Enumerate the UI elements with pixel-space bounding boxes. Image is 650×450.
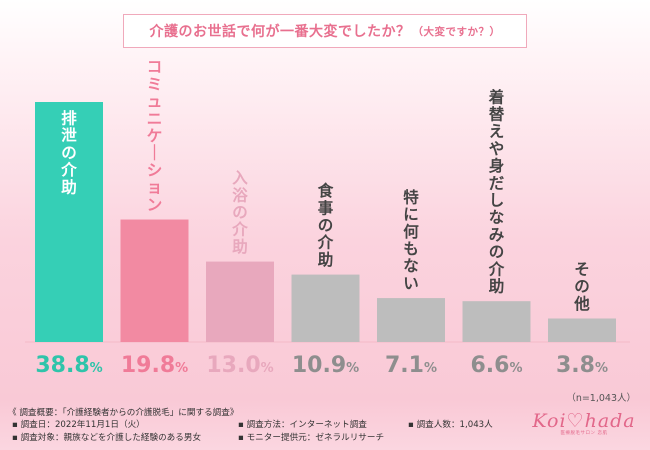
footer-item-count: ▪ 調査人数：1,043人 — [408, 420, 493, 430]
category-label-3: 食事の介助 — [317, 181, 334, 269]
chart-title: 介護のお世話で何が一番大変でしたか？ （大変ですか？） — [123, 14, 527, 48]
value-label-0: 38.8% — [35, 353, 102, 378]
footer-item-method: ▪ 調査方法：インターネット調査 — [238, 420, 367, 430]
bar-5 — [462, 301, 531, 342]
category-label-6: その他 — [573, 260, 590, 312]
footer-item-date: ▪ 調査日：2022年11月1日（火） — [12, 420, 145, 430]
bar-chart: 排泄の介助 38.8% コミュニケ｜ション 19.8% 入浴の介助 13.0% 食事の介助 1… — [25, 58, 630, 378]
value-label-3: 10.9% — [292, 353, 359, 378]
bar-6 — [548, 318, 616, 342]
logo-wordmark: Koi♡hada — [532, 410, 636, 432]
title-sub: （大変ですか？） — [412, 25, 501, 38]
brand-logo: Koi♡hada 医療脱毛サロン 恋肌 — [528, 410, 640, 446]
bar-4 — [377, 298, 445, 342]
value-label-1: 19.8% — [121, 353, 188, 378]
bar-3 — [291, 274, 360, 342]
value-label-4: 7.1% — [385, 353, 437, 378]
footer-item-target: ▪ 調査対象：親族などを介護した経験のある男女 — [12, 433, 202, 443]
category-label-5: 着替えや身だしなみの介助 — [488, 87, 505, 295]
category-label-4: 特に何もない — [403, 187, 419, 292]
logo-tagline: 医療脱毛サロン 恋肌 — [560, 431, 608, 436]
value-label-5: 6.6% — [470, 353, 522, 378]
bar-0 — [35, 102, 103, 342]
category-label-0: 排泄の介助 — [60, 109, 77, 197]
bar-2 — [206, 261, 274, 342]
category-label-1: コミュニケ｜ション — [147, 58, 163, 214]
title-main: 介護のお世話で何が一番大変でしたか？ — [149, 24, 411, 40]
footer-item-provider: ▪ モニター提供元：ゼネラルリサーチ — [238, 433, 385, 443]
footer-heading: 《 調査概要：「介護経験者からの介護脱毛」に関する調査》 — [8, 408, 239, 418]
value-label-6: 3.8% — [556, 353, 608, 378]
survey-footer: 《 調査概要：「介護経験者からの介護脱毛」に関する調査》 ▪ 調査日：2022年… — [0, 403, 650, 450]
bar-1 — [120, 219, 189, 342]
sample-size-note: （n=1,043人） — [566, 393, 636, 404]
value-label-2: 13.0% — [206, 353, 273, 378]
category-label-2: 入浴の介助 — [231, 169, 248, 256]
